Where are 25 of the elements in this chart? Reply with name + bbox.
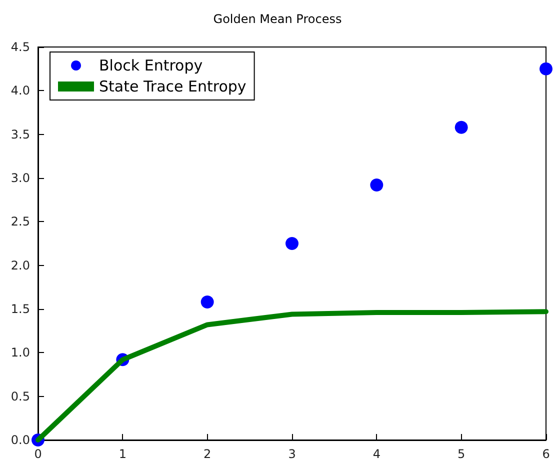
y-tick-label: 0.5: [10, 389, 30, 404]
point: [370, 178, 384, 192]
y-tick-label: 2.0: [10, 258, 30, 272]
x-tick-label: 2: [204, 447, 212, 461]
y-tick-label: 3.5: [10, 127, 30, 142]
y-tick-label: 0.0: [10, 433, 30, 447]
x-tick-label: 4: [372, 447, 380, 461]
y-tick-label: 2.5: [10, 214, 30, 229]
legend-label: Block Entropy: [99, 56, 203, 74]
chart-title: Golden Mean Process: [213, 12, 342, 26]
x-tick-label: 0: [34, 447, 42, 461]
y-tick-label: 1.0: [10, 346, 30, 360]
y-tick-label: 3.0: [10, 171, 30, 185]
point: [454, 120, 468, 134]
x-tick-label: 1: [118, 447, 126, 461]
x-tick-label: 5: [458, 447, 466, 461]
point: [540, 62, 552, 76]
y-tick-label: 4.0: [10, 84, 30, 98]
legend-label: State Trace Entropy: [99, 78, 246, 96]
y-tick-label: 4.5: [10, 40, 30, 54]
x-tick-label: 6: [542, 447, 550, 461]
point: [200, 296, 214, 309]
x-tick-label: 3: [288, 447, 296, 461]
point: [286, 237, 298, 250]
y-tick-label: 1.5: [10, 302, 30, 316]
